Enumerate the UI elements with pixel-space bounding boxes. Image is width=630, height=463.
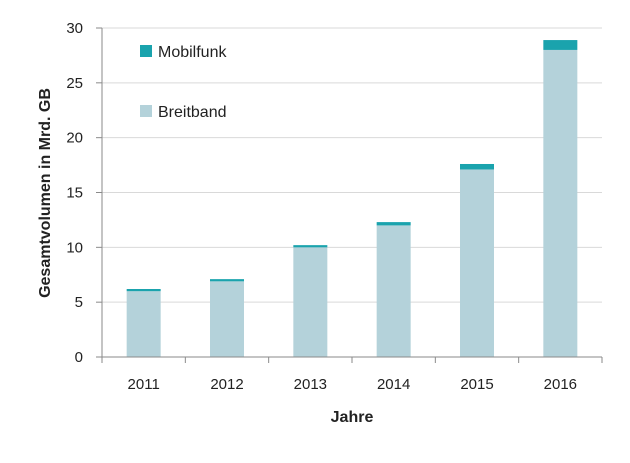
legend: Mobilfunk Breitband — [140, 44, 227, 121]
bar-mobilfunk-2011 — [126, 289, 161, 292]
bar-mobilfunk-2016 — [543, 40, 578, 50]
x-tick-label: 2014 — [377, 376, 410, 393]
y-tick-labels: 0 5 10 15 20 25 30 — [66, 20, 102, 366]
x-axis-title: Jahre — [331, 409, 374, 426]
x-tick-labels: 2011 2012 2013 2014 2015 2016 — [101, 357, 603, 393]
legend-label-mobilfunk: Mobilfunk — [158, 44, 227, 61]
x-tick-label: 2015 — [460, 376, 493, 393]
y-tick-label: 15 — [66, 185, 83, 202]
bar-breitband-2013 — [293, 247, 328, 357]
y-tick-label: 30 — [66, 20, 83, 37]
y-tick-label: 10 — [66, 239, 83, 256]
bar-breitband-2014 — [376, 225, 411, 357]
y-tick-label: 5 — [75, 294, 83, 311]
bar-breitband-2016 — [543, 49, 578, 357]
y-tick-label: 0 — [75, 349, 83, 366]
gridlines — [102, 27, 602, 303]
y-tick-label: 20 — [66, 130, 83, 147]
bar-breitband-2015 — [460, 169, 494, 357]
x-tick-label: 2016 — [544, 376, 577, 393]
bar-mobilfunk-2012 — [210, 279, 244, 282]
x-tick-label: 2012 — [210, 376, 243, 393]
legend-swatch-breitband — [140, 105, 152, 117]
legend-label-breitband: Breitband — [158, 104, 227, 121]
bar-mobilfunk-2014 — [376, 222, 411, 226]
bar-breitband-2011 — [126, 291, 161, 357]
x-tick-label: 2013 — [294, 376, 327, 393]
bar-breitband-2012 — [210, 281, 244, 357]
bars — [126, 40, 578, 357]
y-tick-label: 25 — [66, 75, 83, 92]
bar-mobilfunk-2015 — [460, 163, 494, 170]
legend-swatch-mobilfunk — [140, 45, 152, 57]
bar-mobilfunk-2013 — [293, 245, 328, 248]
x-tick-label: 2011 — [128, 376, 160, 393]
y-axis-title: Gesamtvolumen in Mrd. GB — [37, 88, 54, 298]
